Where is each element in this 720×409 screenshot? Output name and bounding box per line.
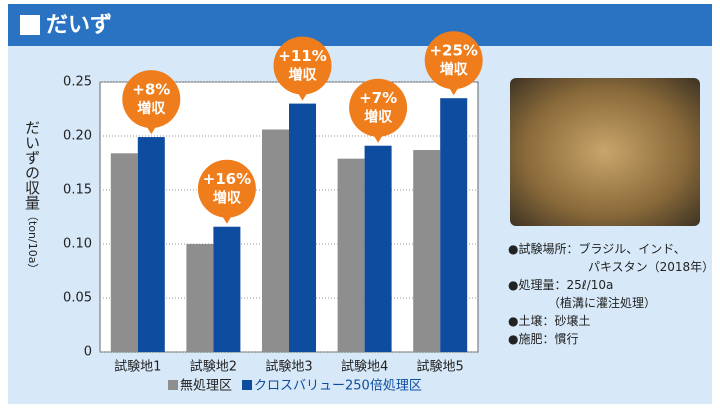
bar <box>289 103 316 352</box>
legend-swatch <box>168 380 178 390</box>
badge <box>424 31 483 90</box>
y-axis-unit: （ton/10a） <box>26 210 39 275</box>
note-line: （植溝に灌注処理） <box>548 296 657 310</box>
header-title: だいず <box>46 13 112 38</box>
x-tick-label: 試験地1 <box>114 359 161 375</box>
photo <box>510 78 700 226</box>
badge-text: 増収 <box>440 61 469 78</box>
bar <box>110 153 138 352</box>
y-tick-label: 0.10 <box>63 237 92 252</box>
header-square <box>20 15 40 35</box>
note-line: パキスタン（2018年） <box>588 260 715 274</box>
badge <box>197 159 256 218</box>
bar <box>213 226 241 352</box>
badge-text: 増収 <box>364 109 393 126</box>
header-bar <box>8 4 712 46</box>
bar <box>413 150 441 352</box>
y-tick-label: 0 <box>84 345 92 360</box>
badge-value: +7% <box>359 89 397 107</box>
note-line: ●試験場所：ブラジル、インド、 <box>508 242 686 256</box>
y-axis-title: だいずの収量 <box>23 120 41 210</box>
notes: ●試験場所：ブラジル、インド、パキスタン（2018年） ●処理量：25ℓ/10a （… <box>508 240 714 348</box>
x-tick-label: 試験地3 <box>265 359 312 375</box>
y-axis-label: だいずの収量（ton/10a） <box>22 120 43 274</box>
bar <box>186 244 214 352</box>
badge-text: 増収 <box>137 100 166 117</box>
note-line: ●処理量：25ℓ/10a <box>508 278 614 292</box>
note-line: ●土壌：砂壌土 <box>508 314 591 328</box>
x-tick-label: 試験地4 <box>341 359 388 375</box>
badge-value: +25% <box>429 42 477 60</box>
badge <box>122 70 181 129</box>
badge-text: 増収 <box>213 190 242 207</box>
legend-label: 無処理区 <box>180 379 232 394</box>
x-tick-label: 試験地5 <box>417 359 464 375</box>
legend-swatch <box>242 380 253 390</box>
legend-label: クロスバリュー250倍処理区 <box>254 379 422 394</box>
bar <box>262 129 289 352</box>
badge-value: +8% <box>132 81 170 99</box>
y-tick-label: 0.25 <box>63 75 92 90</box>
bar <box>337 158 365 352</box>
badge <box>349 78 408 137</box>
y-tick-label: 0.20 <box>63 129 92 144</box>
badge-text: 増収 <box>289 67 318 84</box>
note-line: ●施肥：慣行 <box>508 332 579 346</box>
chart-group: 00.050.100.150.200.25試験地1+8%増収試験地2+16%増収… <box>63 31 483 394</box>
y-tick-label: 0.05 <box>63 291 92 306</box>
x-tick-label: 試験地2 <box>190 359 237 375</box>
badge <box>273 36 332 95</box>
badge-value: +16% <box>203 170 251 188</box>
badge-value: +11% <box>278 47 326 65</box>
bar <box>137 137 165 352</box>
y-tick-label: 0.15 <box>63 183 92 198</box>
bar <box>364 145 392 352</box>
bar <box>440 98 468 352</box>
